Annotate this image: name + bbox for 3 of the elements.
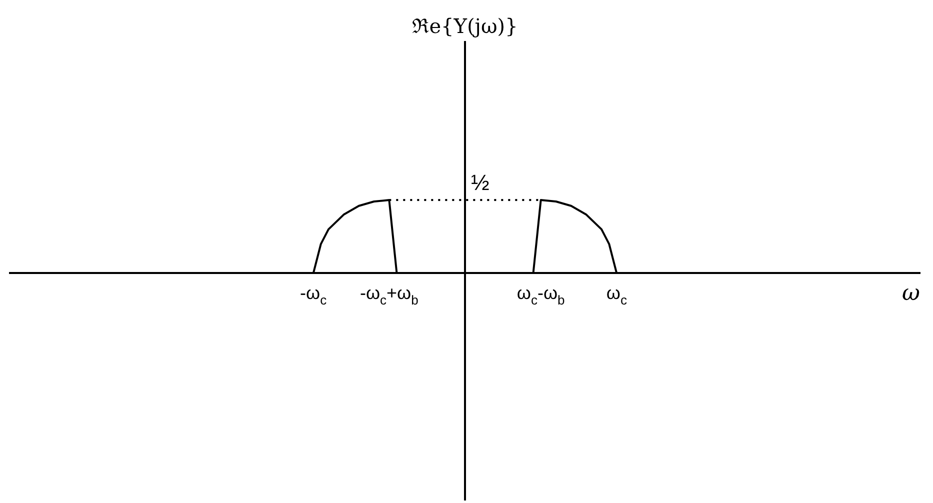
x-axis-title: ω [902,280,920,306]
chart-title: ℜe{Y(jω)} [412,14,518,38]
annotation: ½ [471,170,490,196]
